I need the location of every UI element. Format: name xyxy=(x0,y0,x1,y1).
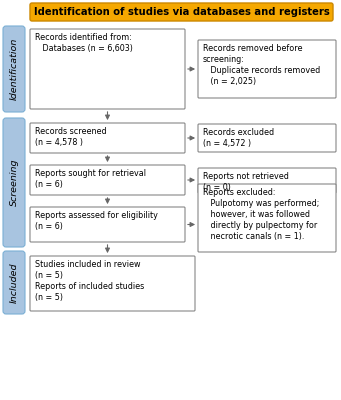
Text: Studies included in review
(n = 5)
Reports of included studies
(n = 5): Studies included in review (n = 5) Repor… xyxy=(35,260,144,302)
Text: Records excluded
(n = 4,572 ): Records excluded (n = 4,572 ) xyxy=(203,128,274,148)
Text: Reports sought for retrieval
(n = 6): Reports sought for retrieval (n = 6) xyxy=(35,169,146,189)
Text: Screening: Screening xyxy=(10,159,18,206)
Text: Records removed before
screening:
   Duplicate records removed
   (n = 2,025): Records removed before screening: Duplic… xyxy=(203,44,320,86)
FancyBboxPatch shape xyxy=(3,251,25,314)
Text: Records identified from:
   Databases (n = 6,603): Records identified from: Databases (n = … xyxy=(35,33,133,53)
FancyBboxPatch shape xyxy=(30,123,185,153)
FancyBboxPatch shape xyxy=(198,168,336,193)
Text: Included: Included xyxy=(10,262,18,303)
FancyBboxPatch shape xyxy=(30,207,185,242)
FancyBboxPatch shape xyxy=(3,26,25,112)
FancyBboxPatch shape xyxy=(198,124,336,152)
Text: Identification of studies via databases and registers: Identification of studies via databases … xyxy=(34,7,329,17)
FancyBboxPatch shape xyxy=(30,256,195,311)
Text: Reports excluded:
   Pulpotomy was performed;
   however, it was followed
   dir: Reports excluded: Pulpotomy was performe… xyxy=(203,188,320,241)
Text: Reports not retrieved
(n = 0): Reports not retrieved (n = 0) xyxy=(203,172,289,192)
FancyBboxPatch shape xyxy=(30,3,333,21)
Text: Identification: Identification xyxy=(10,38,18,100)
FancyBboxPatch shape xyxy=(3,118,25,247)
FancyBboxPatch shape xyxy=(30,29,185,109)
Text: Records screened
(n = 4,578 ): Records screened (n = 4,578 ) xyxy=(35,127,107,147)
FancyBboxPatch shape xyxy=(198,184,336,252)
FancyBboxPatch shape xyxy=(198,40,336,98)
FancyBboxPatch shape xyxy=(30,165,185,195)
Text: Reports assessed for eligibility
(n = 6): Reports assessed for eligibility (n = 6) xyxy=(35,211,158,231)
